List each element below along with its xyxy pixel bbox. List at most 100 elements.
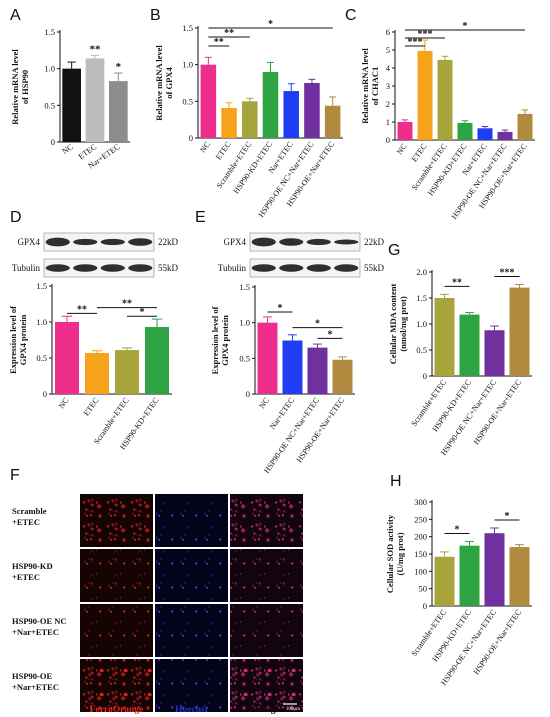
micrograph-merge	[230, 549, 303, 602]
micrograph-hoechst	[155, 494, 228, 547]
x-tick-label: NC	[257, 396, 271, 410]
significance-mark: *	[315, 319, 320, 330]
bar	[434, 298, 455, 376]
y-tick-label: 0	[51, 137, 55, 147]
micrograph-ferroorange	[80, 494, 153, 547]
molecular-weight-label: 22kD	[364, 237, 385, 247]
y-tick-label: 0.5	[239, 353, 250, 363]
y-axis-label-line: Cellular MDA content	[388, 284, 398, 365]
bar	[115, 350, 139, 394]
y-tick-label: 0	[386, 135, 390, 145]
y-axis-label-line: of GPX4	[164, 67, 174, 99]
row-label-line: +ETEC	[12, 517, 40, 527]
microscopy-column-label: FerroOrange	[90, 705, 144, 715]
micrograph-hoechst	[155, 549, 228, 602]
y-axis-label: Relative mRNA levelof CHAC1	[360, 48, 380, 124]
significance-mark: ***	[408, 37, 423, 48]
protein-band	[251, 264, 276, 272]
bar	[221, 107, 237, 138]
y-axis-label-line: Cellular SOD activity	[385, 514, 395, 593]
row-label-line: HSP90-OE	[12, 671, 52, 681]
microscopy-row-label: HSP90-KD +ETEC	[12, 561, 53, 582]
y-axis-label: Relative mRNA levelof GPX4	[154, 45, 174, 121]
protein-band	[279, 264, 304, 272]
y-tick-label: 1.5	[239, 282, 250, 292]
y-tick-label: 0.5	[36, 353, 47, 363]
y-tick-label: 6	[386, 27, 390, 37]
molecular-weight-label: 22kD	[158, 237, 179, 247]
bar	[477, 128, 493, 140]
bar	[283, 91, 299, 138]
bar	[397, 122, 413, 140]
y-tick-label: 1.0	[182, 60, 193, 70]
blot-strip	[249, 258, 361, 278]
significance-mark: *	[116, 61, 122, 73]
bar	[145, 327, 169, 394]
row-label-line: Scramble	[12, 506, 47, 516]
panel-letter-a: A	[10, 7, 21, 24]
bar	[417, 50, 433, 140]
y-tick-label: 0	[43, 389, 47, 399]
protein-band	[306, 264, 331, 272]
protein-band	[128, 238, 153, 246]
chart-h: 0 50 100 150 200 250 300 Cellular SOD activity(…	[385, 497, 532, 687]
blot-strip	[43, 258, 155, 278]
row-label-line: HSP90-OE NC	[12, 616, 67, 626]
y-tick-label: 2	[386, 99, 390, 109]
protein-band	[251, 237, 276, 247]
y-tick-label: 150	[414, 549, 427, 559]
protein-band	[45, 264, 70, 272]
x-tick-label: HSP90-OE+Nar+ETEC	[472, 378, 524, 446]
panel-letter-c: C	[345, 7, 357, 24]
significance-mark: *	[328, 329, 333, 340]
y-tick-label: 1.0	[416, 319, 427, 329]
row-label-line: +ETEC	[12, 572, 40, 582]
x-tick-label: ETEC	[410, 142, 429, 164]
bar	[85, 58, 105, 142]
x-tick-label: HSP90-OE+Nar+ETEC	[295, 396, 347, 464]
row-label-line: HSP90-KD	[12, 561, 53, 571]
panel-letter-f: F	[10, 467, 20, 484]
x-tick-label: NC	[57, 396, 71, 410]
y-tick-label: 0	[189, 133, 193, 143]
y-axis-label-line: Relative mRNA level	[154, 45, 164, 121]
significance-mark: *	[505, 511, 510, 522]
molecular-weight-label: 55kD	[364, 263, 385, 273]
bar	[484, 533, 505, 606]
chart-d: 0 0.5 1.0 1.5 Expression level ofGPX4 protei…	[8, 281, 172, 451]
protein-band	[73, 238, 98, 246]
y-axis-label-line: GPX4 protein	[220, 315, 230, 366]
micrograph-merge	[230, 494, 303, 547]
panel-letter-h: H	[390, 473, 402, 490]
bar	[257, 322, 278, 394]
micrograph-ferroorange	[80, 659, 153, 712]
y-axis-label-line: of HSP90	[20, 70, 30, 104]
y-tick-label: 2.0	[416, 267, 427, 277]
significance-mark: **	[224, 28, 234, 39]
protein-band	[73, 264, 98, 272]
y-axis-label-line: Relative mRNA level	[360, 48, 370, 124]
bar	[484, 330, 505, 376]
panel-letter-g: G	[388, 242, 400, 259]
bar	[457, 122, 473, 140]
bar	[262, 72, 279, 138]
x-tick-label: NC	[395, 142, 409, 156]
bar	[55, 322, 79, 394]
significance-mark: **	[77, 304, 87, 315]
bar	[200, 64, 217, 138]
bar	[459, 545, 480, 606]
micrograph-hoechst	[155, 659, 228, 712]
panel-letter-e: E	[195, 209, 206, 226]
y-tick-label: 1.0	[239, 318, 250, 328]
micrograph-ferroorange	[80, 549, 153, 602]
y-axis-label: Cellular SOD activity(U/mg prot)	[385, 514, 405, 593]
significance-mark: **	[90, 43, 102, 55]
y-axis-label: Relative mRNA levelof HSP90	[10, 49, 30, 125]
y-axis-label: Cellular MDA content(nmol/mg prot)	[388, 284, 408, 365]
bar	[62, 68, 81, 142]
y-tick-label: 1.5	[416, 293, 427, 303]
significance-mark: *	[268, 19, 273, 30]
microscopy-row-label: HSP90-OE NC +Nar+ETEC	[12, 616, 67, 637]
